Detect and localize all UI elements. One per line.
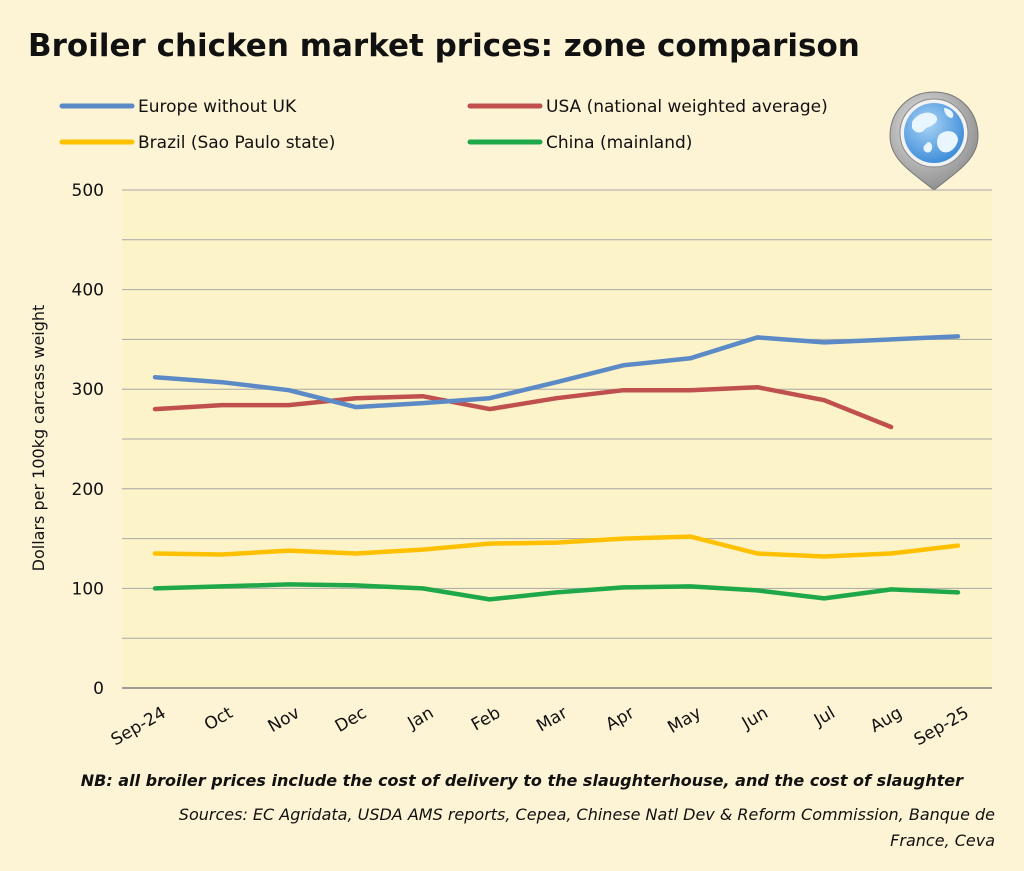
y-tick-label: 100 (72, 579, 104, 599)
sources-line-1: Sources: EC Agridata, USDA AMS reports, … (179, 805, 995, 824)
x-tick-label: Jul (810, 703, 839, 731)
y-axis-label: Dollars per 100kg carcass weight (29, 305, 48, 572)
globe-pin-icon (889, 91, 979, 191)
legend-item-china: China (mainland) (467, 133, 692, 153)
y-tick-label: 300 (72, 380, 104, 400)
legend-label-europe: Europe without UK (138, 97, 297, 117)
legend: Europe without UK USA (national weighted… (59, 97, 828, 153)
legend-item-brazil: Brazil (Sao Paulo state) (59, 133, 335, 153)
x-tick-label: Sep-25 (911, 703, 973, 750)
y-tick-label: 400 (72, 281, 104, 301)
x-tick-label: Jun (738, 703, 772, 734)
series-line-1 (152, 384, 894, 430)
x-tick-label: Feb (468, 703, 504, 735)
x-tick-label: Aug (867, 703, 906, 737)
chart-title: Broiler chicken market prices: zone comp… (28, 28, 860, 64)
series-line-3 (152, 582, 961, 602)
legend-label-usa: USA (national weighted average) (546, 97, 828, 117)
x-tick-label: Jan (404, 703, 438, 734)
x-tick-label: Apr (602, 703, 637, 735)
x-axis-ticks: Sep-24 Oct Nov Dec Jan Feb Mar Apr May Jun Jul Aug S… (108, 703, 973, 750)
series-lines (152, 334, 961, 602)
y-axis-ticks: 0 100 200 300 400 500 (72, 181, 104, 699)
legend-item-europe: Europe without UK (59, 97, 297, 117)
x-tick-label: Nov (265, 703, 304, 737)
legend-item-usa: USA (national weighted average) (467, 97, 828, 117)
series-line-0 (152, 334, 961, 410)
legend-label-china: China (mainland) (546, 133, 692, 153)
x-tick-label: Mar (533, 703, 571, 736)
note-text: NB: all broiler prices include the cost … (81, 771, 964, 790)
series-line-2 (152, 534, 961, 559)
x-tick-label: May (664, 703, 704, 738)
sources-line-2: France, Ceva (890, 831, 995, 850)
gridlines (122, 189, 992, 689)
y-tick-label: 200 (72, 480, 104, 500)
y-tick-label: 500 (72, 181, 104, 201)
legend-label-brazil: Brazil (Sao Paulo state) (138, 133, 335, 153)
x-tick-label: Dec (332, 703, 370, 737)
x-tick-label: Oct (201, 703, 237, 735)
y-tick-label: 0 (93, 679, 104, 699)
x-tick-label: Sep-24 (108, 703, 170, 750)
